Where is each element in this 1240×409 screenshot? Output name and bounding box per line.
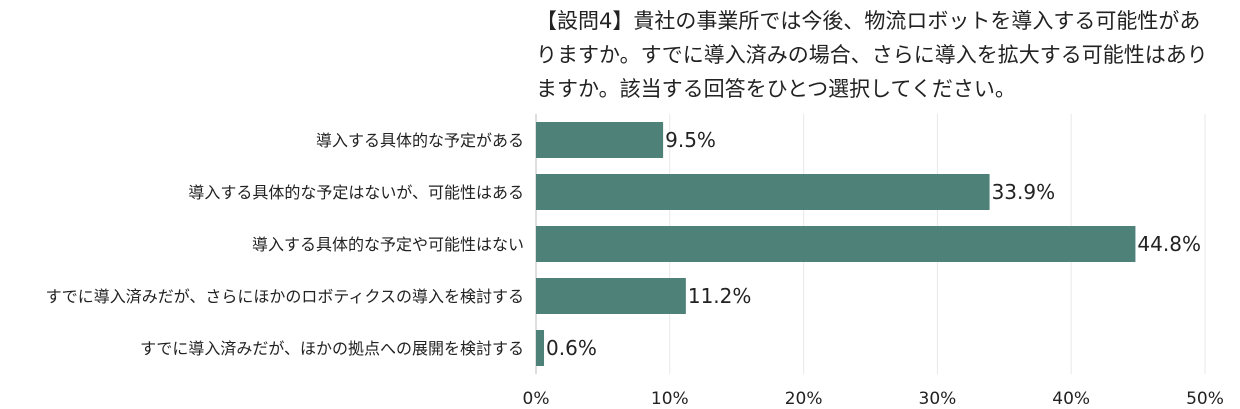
data-label: 33.9%	[992, 180, 1056, 204]
x-tick-label: 40%	[1052, 389, 1090, 409]
chart-title-line: りますか。すでに導入済みの場合、さらに導入を拡大する可能性はあり	[536, 43, 1208, 67]
bar	[536, 226, 1136, 262]
category-label: 導入する具体的な予定がある	[316, 131, 524, 150]
chart-title: 【設問4】貴社の事業所では今後、物流ロボットを導入する可能性がありますか。すでに…	[536, 9, 1208, 101]
data-label: 44.8%	[1137, 232, 1201, 256]
value-labels: 9.5% 33.9% 44.8% 11.2% 0.6%	[546, 128, 1201, 360]
x-axis-ticks: 0% 10% 20% 30% 40% 50%	[523, 389, 1224, 409]
data-label: 9.5%	[665, 128, 716, 152]
category-labels: 導入する具体的な予定がある導入する具体的な予定はないが、可能性はある導入する具体…	[46, 131, 524, 358]
chart-bars	[536, 122, 1136, 366]
category-label: 導入する具体的な予定や可能性はない	[252, 235, 524, 254]
x-tick-label: 0%	[523, 389, 550, 409]
bar	[536, 278, 686, 314]
category-label: すでに導入済みだが、ほかの拠点への展開を検討する	[140, 339, 524, 358]
chart-title-line: ますか。該当する回答をひとつ選択してください。	[536, 77, 1016, 101]
category-label: 導入する具体的な予定はないが、可能性はある	[188, 183, 524, 202]
x-tick-label: 50%	[1186, 389, 1224, 409]
category-label: すでに導入済みだが、さらにほかのロボティクスの導入を検討する	[46, 287, 524, 306]
bar	[536, 122, 664, 158]
bar	[536, 330, 545, 366]
data-label: 11.2%	[688, 284, 752, 308]
x-tick-label: 10%	[651, 389, 689, 409]
x-tick-label: 20%	[785, 389, 823, 409]
bar	[536, 174, 990, 210]
data-label: 0.6%	[546, 336, 597, 360]
chart-title-line: 【設問4】貴社の事業所では今後、物流ロボットを導入する可能性があ	[536, 9, 1200, 33]
x-tick-label: 30%	[919, 389, 957, 409]
